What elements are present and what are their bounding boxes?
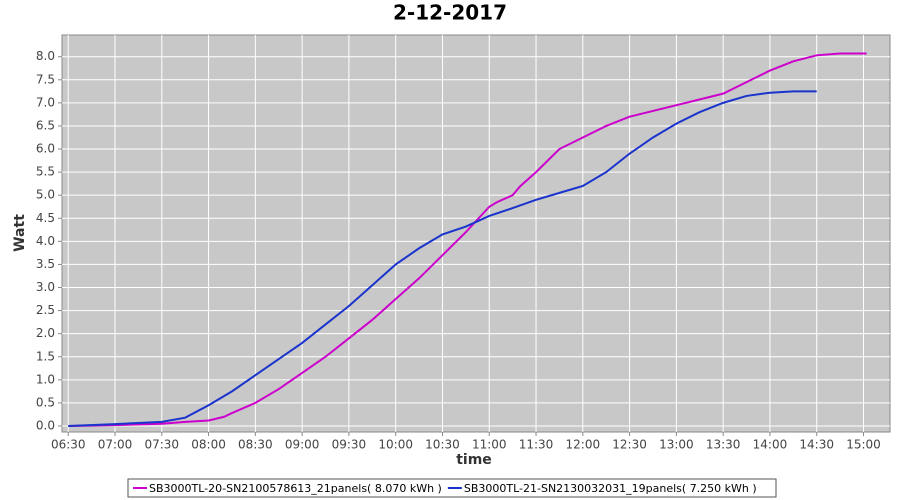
- y-tick-label: 6.5: [36, 118, 55, 132]
- x-tick-label: 13:00: [659, 438, 694, 452]
- y-tick-label: 7.5: [36, 72, 55, 86]
- y-tick-label: 1.0: [36, 372, 55, 386]
- x-tick-label: 08:00: [191, 438, 226, 452]
- y-tick-label: 0.0: [36, 418, 55, 432]
- x-tick-label: 10:00: [378, 438, 413, 452]
- x-tick-label: 12:30: [612, 438, 647, 452]
- y-axis-label: Watt: [12, 214, 28, 252]
- plot-area: [61, 34, 891, 433]
- y-tick-label: 8.0: [36, 49, 55, 63]
- series-line: [68, 52, 867, 427]
- y-tick-label: 1.5: [36, 349, 55, 363]
- legend-label: SB3000TL-21-SN2130032031_19panels( 7.250…: [464, 482, 757, 495]
- y-tick-label: 3.5: [36, 257, 55, 271]
- x-tick-label: 06:30: [51, 438, 86, 452]
- y-tick-label: 4.5: [36, 211, 55, 225]
- x-tick-label: 12:00: [566, 438, 601, 452]
- y-tick-label: 4.0: [36, 234, 55, 248]
- series-line: [68, 90, 817, 427]
- x-tick-label: 15:00: [846, 438, 881, 452]
- chart-title: 2-12-2017: [393, 1, 507, 25]
- x-tick-label: 07:00: [98, 438, 133, 452]
- y-tick-label: 0.5: [36, 395, 55, 409]
- x-tick-label: 07:30: [144, 438, 179, 452]
- y-tick-label: 7.0: [36, 95, 55, 109]
- x-tick-label: 14:30: [799, 438, 834, 452]
- y-tick-label: 2.5: [36, 303, 55, 317]
- y-tick-label: 5.0: [36, 188, 55, 202]
- x-tick-label: 09:00: [285, 438, 320, 452]
- x-tick-label: 11:30: [519, 438, 554, 452]
- x-tick-label: 14:00: [753, 438, 788, 452]
- y-tick-label: 2.0: [36, 326, 55, 340]
- x-tick-label: 11:00: [472, 438, 507, 452]
- y-tick-label: 6.0: [36, 142, 55, 156]
- legend-label: SB3000TL-20-SN2100578613_21panels( 8.070…: [149, 482, 442, 495]
- x-tick-label: 09:30: [332, 438, 367, 452]
- x-tick-label: 08:30: [238, 438, 273, 452]
- x-axis-label: time: [456, 452, 492, 468]
- y-tick-label: 5.5: [36, 165, 55, 179]
- y-tick-label: 3.0: [36, 280, 55, 294]
- x-tick-label: 13:30: [706, 438, 741, 452]
- x-tick-label: 10:30: [425, 438, 460, 452]
